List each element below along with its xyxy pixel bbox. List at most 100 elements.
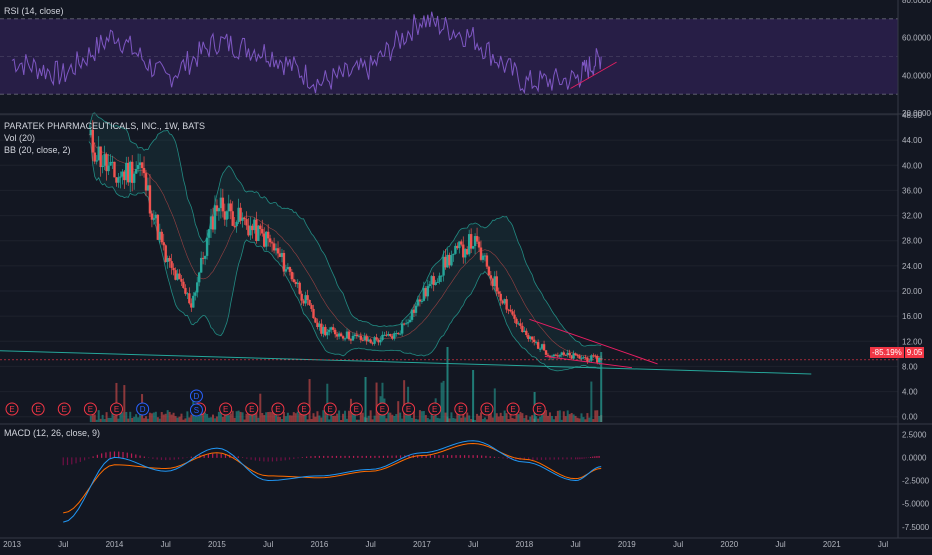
macd-histogram-bar: [585, 457, 587, 459]
volume-bar: [359, 410, 362, 422]
volume-bar: [377, 413, 380, 422]
candle-body: [268, 238, 272, 243]
candle-body: [517, 323, 520, 325]
bollinger-upper: [88, 112, 602, 347]
macd-histogram-bar: [549, 457, 551, 460]
volume-bar: [355, 419, 358, 422]
time-tick-label: Jul: [673, 540, 683, 549]
volume-bar: [210, 417, 213, 422]
candle-body: [479, 247, 483, 260]
candle-body: [448, 254, 451, 266]
volume-bar: [265, 412, 268, 422]
candle-body: [97, 146, 100, 161]
volume-bar: [202, 412, 205, 422]
macd-histogram-bar: [365, 455, 367, 458]
macd-histogram-bar: [173, 457, 175, 460]
volume-bar: [204, 412, 207, 422]
macd-histogram-bar: [306, 456, 308, 458]
candle-body: [241, 217, 244, 221]
macd-histogram-bar: [459, 455, 461, 458]
volume-bar: [160, 412, 163, 422]
macd-histogram-bar: [293, 457, 295, 459]
candle-body: [91, 129, 94, 153]
candle-body: [493, 276, 496, 287]
candle-body: [598, 358, 601, 363]
macd-histogram-bar: [579, 457, 581, 460]
volume-bar: [231, 410, 234, 422]
macd-histogram-bar: [498, 457, 500, 458]
candle-body: [397, 333, 400, 335]
earnings-marker-label: E: [432, 405, 437, 414]
candle-body: [511, 311, 514, 315]
candle-body: [485, 255, 489, 267]
volume-bar: [113, 415, 116, 422]
candle-body: [290, 271, 294, 280]
time-tick-label: Jul: [775, 540, 785, 549]
volume-bar: [478, 415, 481, 422]
price-legend-title[interactable]: PARATEK PHARMACEUTICALS, INC., 1W, BATS: [4, 121, 206, 131]
time-tick-label: 2018: [515, 540, 533, 549]
volume-bar: [462, 412, 465, 422]
volume-bar: [97, 410, 100, 422]
volume-bar: [91, 414, 94, 422]
volume-legend[interactable]: Vol (20): [4, 133, 36, 143]
macd-signal-line: [63, 442, 602, 514]
volume-bar: [389, 412, 392, 422]
macd-histogram-bar: [472, 455, 474, 458]
earnings-marker: [5, 402, 19, 416]
earnings-marker-label: E: [62, 405, 67, 414]
volume-bar: [298, 413, 301, 422]
time-tick-label: 2016: [311, 540, 329, 549]
candle-body: [391, 336, 394, 339]
candle-body: [257, 225, 260, 241]
candle-body: [217, 208, 221, 212]
macd-histogram-bar: [122, 452, 124, 458]
earnings-marker: [297, 402, 311, 416]
macd-histogram-bar: [446, 455, 449, 458]
volume-bar: [300, 412, 303, 422]
candle-body: [211, 216, 215, 230]
price-tick-label: 4.00: [902, 388, 918, 397]
macd-histogram-bar: [152, 457, 154, 459]
macd-histogram-bar: [288, 457, 291, 460]
volume-bar: [314, 416, 317, 422]
volume-bar: [529, 416, 532, 422]
rsi-legend[interactable]: RSI (14, close): [4, 6, 64, 16]
volume-bar: [247, 413, 250, 422]
candle-body: [259, 225, 262, 230]
candle-body: [538, 348, 542, 350]
macd-histogram-bar: [62, 457, 64, 466]
bollinger-legend[interactable]: BB (20, close, 2): [4, 145, 71, 155]
macd-legend[interactable]: MACD (12, 26, close, 9): [4, 428, 101, 438]
candle-body: [215, 205, 219, 212]
dividend-split-label: S: [194, 406, 199, 415]
earnings-marker-label: E: [114, 405, 119, 414]
candle-body: [127, 162, 130, 183]
candle-body: [467, 234, 471, 255]
macd-histogram-bar: [352, 455, 355, 458]
volume-bar: [257, 417, 260, 422]
candle-body: [209, 216, 213, 230]
candle-body: [393, 333, 396, 339]
macd-histogram-bar: [594, 456, 596, 458]
volume-bar: [219, 411, 222, 422]
candle-body: [574, 353, 577, 356]
candle-body: [158, 231, 161, 240]
candle-body: [225, 211, 228, 220]
candle-body: [339, 333, 343, 337]
volume-bar: [357, 419, 360, 422]
macd-histogram-bar: [357, 455, 359, 458]
volume-bar: [198, 415, 201, 422]
volume-bar: [146, 418, 149, 422]
macd-histogram-bar: [493, 456, 496, 458]
volume-bar: [235, 411, 238, 422]
candle-body: [501, 300, 504, 304]
candle-body: [121, 171, 124, 177]
candle-body: [156, 214, 160, 240]
time-tick-label: Jul: [161, 540, 171, 549]
volume-bar: [416, 419, 419, 422]
candle-body: [148, 185, 152, 214]
candle-body: [316, 322, 319, 327]
